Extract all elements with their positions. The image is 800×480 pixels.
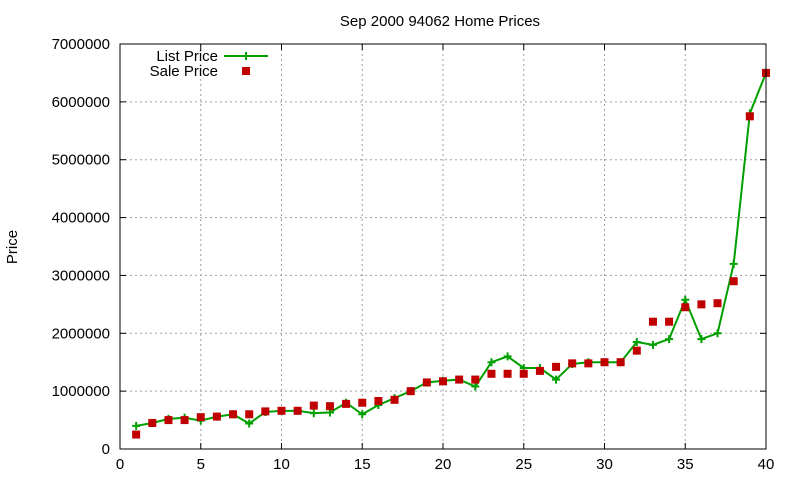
- sale-price-point: [519, 369, 528, 378]
- x-tick-label: 30: [596, 456, 613, 473]
- x-tick-label: 40: [758, 456, 775, 473]
- list-price-point: [132, 421, 141, 430]
- sale-price-point: [148, 418, 157, 427]
- legend-marker-list-price: [242, 52, 250, 60]
- sale-price-point: [471, 375, 480, 384]
- sale-price-point: [164, 416, 173, 425]
- legend-swatches: [224, 52, 268, 75]
- sale-price-point: [600, 358, 609, 367]
- sale-price-point: [568, 359, 577, 368]
- list-price-point: [245, 419, 254, 428]
- sale-price-point: [342, 399, 351, 408]
- list-price-point: [552, 375, 561, 384]
- list-price-point: [713, 329, 722, 338]
- list-price-point: [358, 410, 367, 419]
- series-layer: [132, 68, 770, 439]
- sale-price-point: [455, 375, 464, 384]
- legend-label-sale-price: Sale Price: [150, 63, 218, 80]
- legend-marker-sale-price: [242, 67, 250, 75]
- sale-price-point: [229, 410, 238, 419]
- sale-price-point: [648, 317, 657, 326]
- sale-price-point: [552, 362, 561, 371]
- sale-price-point: [535, 366, 544, 375]
- list-price-point: [471, 382, 480, 391]
- x-tick-label: 25: [515, 456, 532, 473]
- sale-price-point: [729, 277, 738, 286]
- list-price-point: [309, 409, 318, 418]
- list-price-line: [135, 72, 767, 427]
- list-price-point: [681, 295, 690, 304]
- x-tick-label: 5: [197, 456, 205, 473]
- x-tick-label: 20: [435, 456, 452, 473]
- y-axis-label: Price: [4, 230, 21, 264]
- y-tick-label: 6000000: [52, 94, 110, 111]
- sale-price-point: [406, 387, 415, 396]
- sale-price-point: [632, 346, 641, 355]
- x-tick-label: 10: [273, 456, 290, 473]
- sale-price-point: [503, 369, 512, 378]
- y-tick-label: 2000000: [52, 325, 110, 342]
- ticks-layer: 0 5 10 15 20 25 30 35 40 0 1000000 2000000 3000000 40…: [52, 36, 775, 473]
- x-tick-label: 0: [116, 456, 124, 473]
- sale-price-point: [697, 300, 706, 309]
- sale-price-point: [261, 407, 270, 416]
- list-price-point: [648, 340, 657, 349]
- sale-price-point: [745, 112, 754, 121]
- legend-label-list-price: List Price: [156, 48, 218, 65]
- plot-frame: [119, 43, 767, 450]
- sale-price-point: [325, 402, 334, 411]
- grid-layer: [120, 44, 766, 449]
- sale-price-point: [277, 406, 286, 415]
- sale-price-point: [487, 369, 496, 378]
- sale-price-point: [374, 396, 383, 405]
- list-price-point: [503, 352, 512, 361]
- sale-price-point: [665, 317, 674, 326]
- sale-price-point: [180, 416, 189, 425]
- sale-price-point: [245, 410, 254, 419]
- sale-price-point: [584, 359, 593, 368]
- list-price-point: [665, 335, 674, 344]
- x-tick-label: 35: [677, 456, 694, 473]
- sale-price-point: [212, 412, 221, 421]
- x-tick-label: 15: [354, 456, 371, 473]
- legend: List Price Sale Price: [150, 48, 268, 80]
- y-tick-label: 0: [102, 441, 110, 458]
- sale-price-point: [132, 430, 141, 439]
- y-tick-label: 5000000: [52, 152, 110, 169]
- list-price-point: [697, 335, 706, 344]
- sale-price-point: [713, 299, 722, 308]
- y-tick-label: 4000000: [52, 210, 110, 227]
- sale-price-point: [422, 378, 431, 387]
- sale-price-point: [681, 303, 690, 312]
- chart-title: Sep 2000 94062 Home Prices: [340, 13, 540, 30]
- list-price-point: [729, 259, 738, 268]
- y-tick-label: 7000000: [52, 36, 110, 53]
- y-tick-label: 1000000: [52, 383, 110, 400]
- sale-price-point: [293, 406, 302, 415]
- list-price-point: [487, 358, 496, 367]
- y-tick-label: 3000000: [52, 267, 110, 284]
- sale-price-point: [358, 398, 367, 407]
- sale-price-point: [309, 401, 318, 410]
- sale-price-point: [439, 377, 447, 386]
- sale-price-point: [196, 413, 205, 422]
- list-price-point: [632, 337, 641, 346]
- sale-price-point: [616, 358, 625, 367]
- sale-price-point: [390, 395, 399, 404]
